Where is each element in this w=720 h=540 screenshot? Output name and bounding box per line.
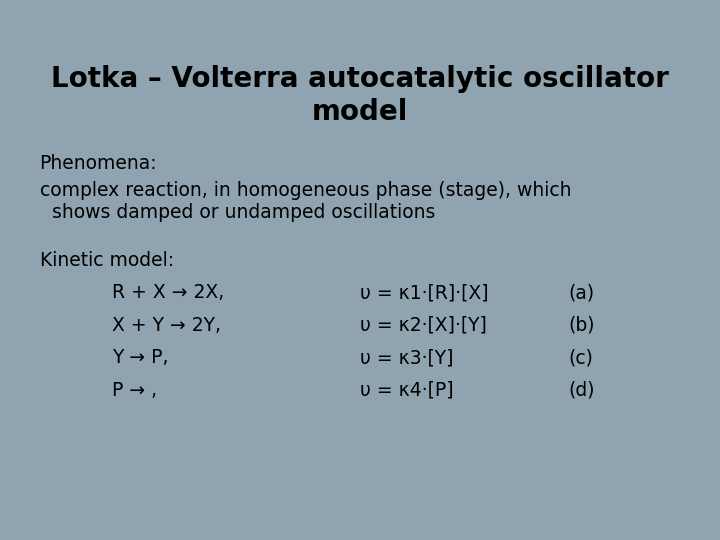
Text: (d): (d) <box>569 381 595 400</box>
Text: P → ,: P → , <box>112 381 157 400</box>
Text: (b): (b) <box>569 316 595 335</box>
Text: υ = κ3·[Y]: υ = κ3·[Y] <box>360 348 454 367</box>
Text: υ = κ1·[R]·[X]: υ = κ1·[R]·[X] <box>360 284 489 302</box>
Text: (c): (c) <box>569 348 594 367</box>
Text: (a): (a) <box>569 284 595 302</box>
Text: complex reaction, in homogeneous phase (stage), which: complex reaction, in homogeneous phase (… <box>40 181 571 200</box>
Text: R + X → 2X,: R + X → 2X, <box>112 284 224 302</box>
Text: υ = κ2·[X]·[Y]: υ = κ2·[X]·[Y] <box>360 316 487 335</box>
Text: Phenomena:: Phenomena: <box>40 154 157 173</box>
Text: υ = κ4·[P]: υ = κ4·[P] <box>360 381 454 400</box>
Text: X + Y → 2Y,: X + Y → 2Y, <box>112 316 220 335</box>
Text: shows damped or undamped oscillations: shows damped or undamped oscillations <box>40 202 435 221</box>
Text: Y → P,: Y → P, <box>112 348 168 367</box>
Text: Kinetic model:: Kinetic model: <box>40 251 174 270</box>
Text: Lotka – Volterra autocatalytic oscillator
model: Lotka – Volterra autocatalytic oscillato… <box>51 65 669 126</box>
